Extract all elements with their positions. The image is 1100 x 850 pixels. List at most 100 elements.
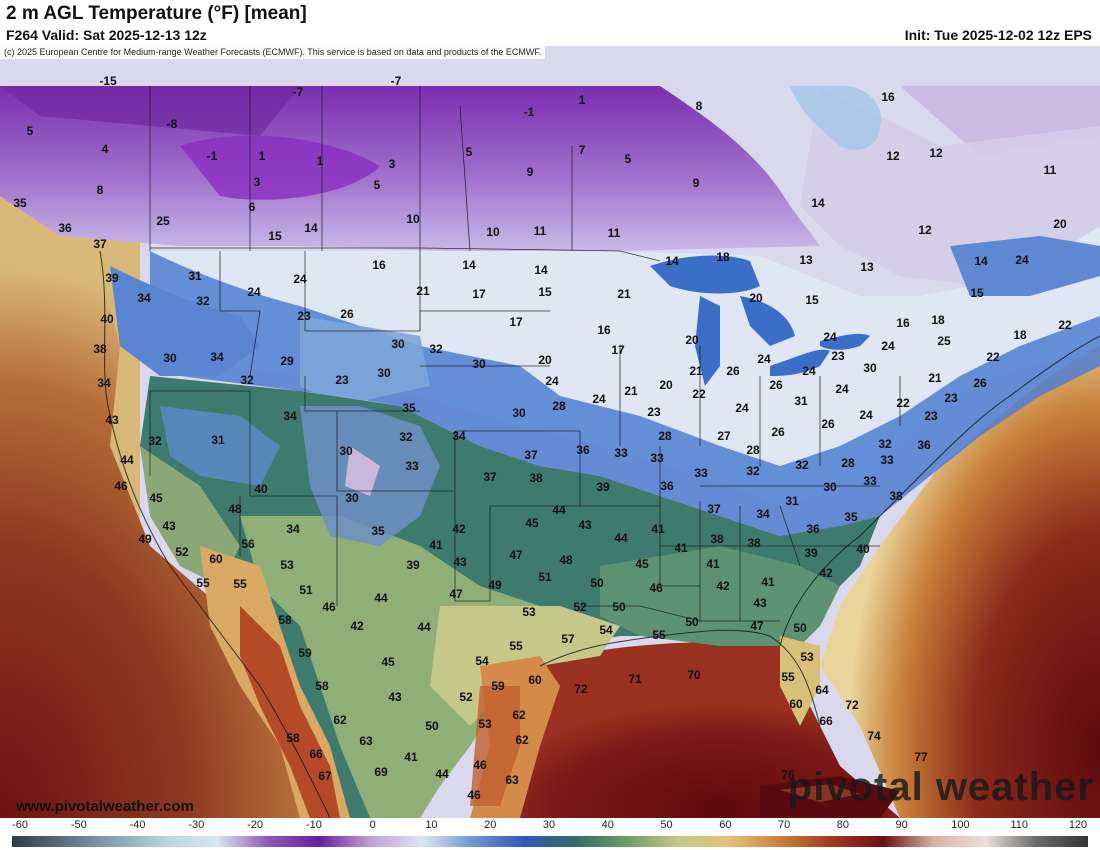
temperature-value: 20 [659, 378, 673, 392]
temperature-value: 42 [716, 579, 730, 593]
temperature-value: 20 [749, 291, 763, 305]
colorbar-tick-label: 70 [777, 819, 791, 831]
temperature-value: -8 [166, 117, 178, 131]
temperature-value: -7 [292, 85, 304, 99]
temperature-value: 23 [335, 373, 349, 387]
temperature-value: 33 [863, 474, 877, 488]
temperature-value: 41 [651, 522, 665, 536]
temperature-value: 6 [248, 200, 256, 214]
temperature-value: 38 [747, 536, 761, 550]
temperature-value: 53 [800, 650, 814, 664]
temperature-value: 18 [1013, 328, 1027, 342]
temperature-value: 32 [878, 437, 892, 451]
temperature-value: 55 [233, 577, 247, 591]
temperature-value: 53 [522, 605, 536, 619]
temperature-value: 48 [559, 553, 573, 567]
colorbar-tick-label: -60 [12, 819, 28, 831]
temperature-value: 37 [524, 448, 538, 462]
temperature-value: 70 [687, 668, 701, 682]
temperature-value: 32 [148, 434, 162, 448]
temperature-value: 22 [986, 350, 1000, 364]
temperature-value: 20 [538, 353, 552, 367]
colorbar-tick-label: -30 [188, 819, 205, 831]
temperature-value: 24 [881, 339, 895, 353]
colorbar-tick-label: 10 [425, 819, 438, 831]
temperature-value: 7 [578, 143, 586, 157]
temperature-value: -1 [206, 149, 218, 163]
copyright-notice: (c) 2025 European Centre for Medium-rang… [0, 46, 546, 59]
temperature-value: 34 [756, 507, 770, 521]
temperature-value: 35 [402, 401, 416, 415]
temperature-value: 4 [101, 142, 109, 156]
colorbar-gradient [12, 836, 1088, 847]
temperature-value: 58 [286, 731, 300, 745]
temperature-value: 47 [750, 619, 764, 633]
temperature-value: 9 [526, 165, 534, 179]
site-url: www.pivotalweather.com [16, 798, 194, 815]
temperature-value: 23 [647, 405, 661, 419]
temperature-value: 21 [928, 371, 942, 385]
temperature-value: 38 [710, 532, 724, 546]
temperature-value: 40 [254, 482, 268, 496]
temperature-value: -1 [523, 105, 535, 119]
colorbar-tick-label: 90 [895, 819, 908, 831]
temperature-value: 24 [823, 330, 837, 344]
temperature-value: 55 [652, 628, 666, 642]
temperature-value: 9 [692, 176, 700, 190]
temperature-value: 26 [340, 307, 354, 321]
temperature-value: 27 [717, 429, 731, 443]
temperature-value: 41 [674, 541, 688, 555]
temperature-value: 36 [576, 443, 590, 457]
colorbar-tick-label: 100 [951, 819, 970, 831]
colorbar-tick-label: 30 [542, 819, 556, 831]
temperature-value: 37 [93, 237, 107, 251]
temperature-map[interactable]: -15 -7 -7 -8 5 4 -1 1 1 3 5 7 5 8 1 -1 8 3 5 9 9 16 12 12 11 35 6 2… [0, 46, 1100, 818]
temperature-value: 1 [578, 93, 586, 107]
temperature-value: 17 [509, 315, 523, 329]
colorbar-tick-label: 120 [1068, 819, 1088, 831]
temperature-value: 38 [529, 471, 543, 485]
watermark-logo: pivotal weather [787, 765, 1094, 809]
temperature-value: 32 [429, 342, 443, 356]
temperature-value: 10 [486, 225, 500, 239]
temperature-value: 35 [371, 524, 385, 538]
temperature-value: 8 [96, 183, 104, 197]
temperature-value: 21 [416, 284, 430, 298]
temperature-value: 29 [280, 354, 294, 368]
temperature-value: 21 [689, 364, 703, 378]
temperature-value: 43 [162, 519, 176, 533]
temperature-value: 44 [120, 453, 134, 467]
temperature-value: 45 [149, 491, 163, 505]
colorbar-tick-label: 20 [484, 819, 497, 831]
temperature-value: 12 [929, 146, 943, 160]
temperature-value: 11 [607, 226, 621, 240]
temperature-value: 46 [114, 479, 128, 493]
temperature-value: 24 [735, 401, 749, 415]
temperature-value: 52 [175, 545, 189, 559]
temperature-value: 26 [769, 378, 783, 392]
temperature-value: 34 [283, 409, 297, 423]
temperature-value: 40 [100, 312, 114, 326]
temperature-value: 8 [695, 99, 703, 113]
temperature-value: 41 [761, 575, 775, 589]
colorbar-tick-label: 110 [1010, 819, 1028, 831]
temperature-value: 46 [473, 758, 487, 772]
temperature-value: 36 [58, 221, 72, 235]
temperature-value: 50 [793, 621, 807, 635]
temperature-value: 51 [538, 570, 552, 584]
temperature-value: 30 [823, 480, 837, 494]
temperature-value: 23 [924, 409, 938, 423]
temperature-value: 33 [694, 466, 708, 480]
temperature-value: 32 [240, 373, 254, 387]
temperature-value: 45 [635, 557, 649, 571]
temperature-value: 53 [280, 558, 294, 572]
temperature-value: 28 [746, 443, 760, 457]
temperature-value: 15 [268, 229, 282, 243]
temperature-value: 22 [896, 396, 910, 410]
temperature-value: 21 [617, 287, 631, 301]
temperature-value: 36 [806, 522, 820, 536]
temperature-value: 37 [483, 470, 497, 484]
temperature-value: 43 [578, 518, 592, 532]
temperature-value: 15 [805, 293, 819, 307]
temperature-value: 49 [488, 578, 502, 592]
